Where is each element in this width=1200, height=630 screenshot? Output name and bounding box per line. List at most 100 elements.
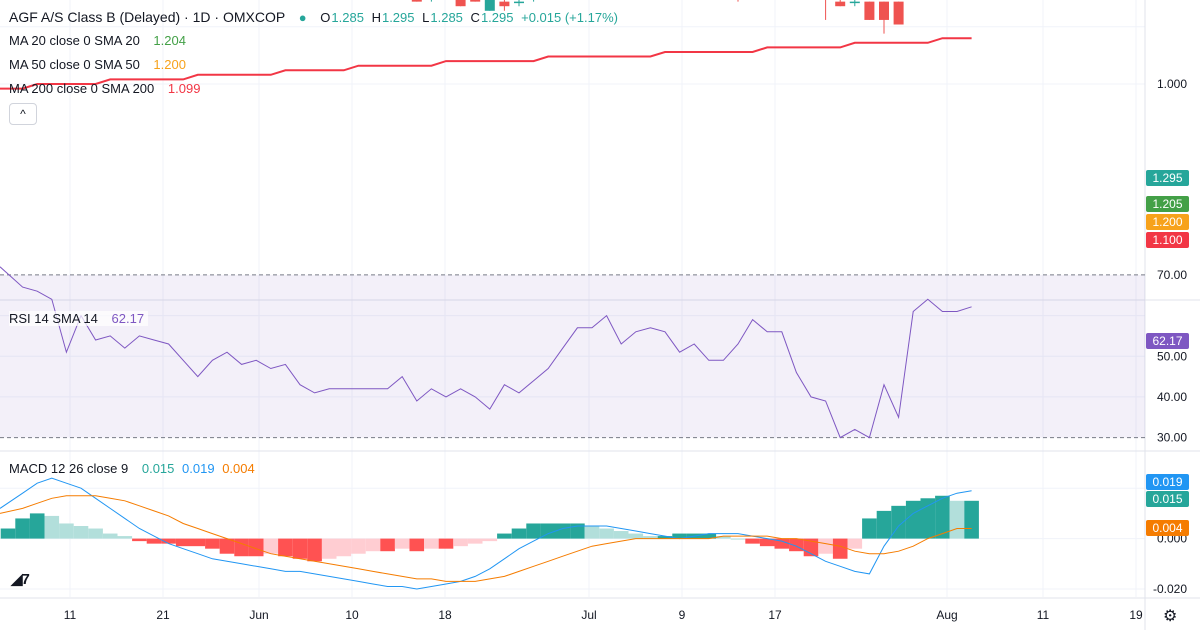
candle-body	[411, 0, 422, 2]
price-tick-label: 1.000	[1157, 77, 1187, 91]
macd-histogram-bar	[613, 531, 629, 539]
macd-histogram-bar	[628, 533, 644, 539]
rsi-tick-label: 50.00	[1157, 349, 1187, 363]
macd-axis-label: 0.004	[1152, 521, 1182, 535]
ma200-value: 1.099	[167, 81, 201, 96]
macd-histogram-bar	[511, 528, 527, 539]
macd-histogram-bar	[394, 538, 410, 549]
macd-value-line: 0.019	[182, 461, 215, 476]
ma-lines	[0, 37, 972, 90]
rsi-tick-label: 70.00	[1157, 268, 1187, 282]
close-value: 1.295	[480, 10, 514, 25]
macd-legend[interactable]: MACD 12 26 close 9 0.015 0.019 0.004	[9, 461, 259, 476]
price-axis-label-bg	[1146, 232, 1189, 248]
tradingview-logo-icon[interactable]: ◢7	[11, 571, 30, 588]
price-axis-label-bg	[1146, 214, 1189, 230]
macd-histogram-bar	[365, 538, 381, 552]
macd-histogram-bar	[29, 513, 45, 539]
macd-histogram-bar	[234, 538, 249, 557]
ma50-legend[interactable]: MA 50 close 0 SMA 50 1.200	[9, 57, 190, 72]
macd-histogram-bar	[59, 523, 74, 539]
rsi-band	[0, 274, 1145, 439]
gear-icon[interactable]: ⚙	[1163, 608, 1178, 625]
high-value: 1.295	[381, 10, 415, 25]
macd-histogram-bar	[964, 500, 979, 539]
macd-histogram-bar	[0, 528, 16, 539]
price-axis-label: 1.295	[1152, 171, 1182, 185]
collapse-legend-button[interactable]: ^	[9, 103, 37, 125]
macd-histogram-bar	[599, 528, 614, 539]
macd-series	[0, 477, 979, 590]
high-label: H	[371, 10, 381, 25]
macd-histogram-bar	[438, 538, 454, 549]
macd-histogram-bar	[117, 536, 133, 539]
macd-histogram-bar	[657, 536, 673, 539]
time-tick-label: 10	[345, 608, 359, 622]
ma20-legend[interactable]: MA 20 close 0 SMA 20 1.204	[9, 33, 190, 48]
macd-histogram-bar	[905, 500, 921, 539]
ma200-legend[interactable]: MA 200 close 0 SMA 200 1.099	[9, 81, 204, 96]
macd-histogram-bar	[175, 538, 191, 547]
rsi-tick-label: 30.00	[1157, 431, 1187, 445]
macd-histogram-bar	[774, 538, 790, 549]
macd-histogram-bar	[672, 533, 687, 539]
macd-axis-label-bg	[1146, 491, 1189, 507]
rsi-series	[0, 266, 972, 439]
macd-histogram-bar	[745, 538, 760, 544]
rsi-tick-label: 40.00	[1157, 390, 1187, 404]
macd-signal-line	[0, 495, 972, 582]
macd-value-histogram: 0.015	[141, 461, 175, 476]
candle-body	[849, 1, 860, 4]
macd-histogram-bar	[818, 538, 833, 554]
ma50-value: 1.200	[153, 57, 186, 72]
candle-body	[864, 1, 875, 20]
macd-histogram-bar	[44, 515, 60, 539]
candle-body	[470, 0, 481, 2]
time-tick-label: 11	[1037, 608, 1050, 622]
macd-histogram-bar	[716, 536, 731, 539]
price-candles	[411, 0, 904, 34]
price-axis-label-bg	[1146, 196, 1189, 212]
candle-body	[835, 1, 846, 7]
ma20-label: MA 20 close 0 SMA 20	[9, 33, 140, 48]
macd-histogram-bar	[380, 538, 395, 552]
macd-histogram-bar	[497, 533, 512, 539]
macd-histogram-bar	[190, 538, 206, 547]
candle-body	[893, 1, 904, 25]
macd-histogram-bar	[832, 538, 848, 559]
macd-histogram-bar	[759, 538, 775, 547]
axis-price-labels: 1.295 1.205 1.200 1.100 62.17 0.019 0.015 0.004	[1146, 170, 1189, 536]
macd-histogram-bar	[453, 538, 468, 547]
macd-histogram-bar	[584, 526, 600, 539]
macd-histogram-bar	[526, 523, 541, 539]
time-tick-label: Jun	[249, 608, 268, 622]
time-tick-label: Aug	[936, 608, 957, 622]
macd-histogram-bar	[263, 538, 279, 554]
rsi-axis-label-bg	[1146, 333, 1189, 349]
macd-histogram-bar	[161, 538, 176, 544]
price-axis-label: 1.100	[1152, 233, 1182, 247]
macd-histogram-bar	[555, 523, 571, 539]
macd-histogram-bar	[73, 526, 89, 539]
rsi-axis-label: 62.17	[1152, 334, 1182, 348]
macd-histogram-bar	[248, 538, 264, 557]
close-label: C	[470, 10, 480, 25]
rsi-line	[0, 266, 972, 439]
symbol-title: AGF A/S Class B (Delayed) · 1D · OMXCOP	[9, 9, 286, 25]
rsi-band-fill	[0, 274, 1145, 438]
low-label: L	[422, 10, 430, 25]
macd-histogram-bar	[847, 538, 863, 549]
candle-body	[879, 1, 889, 20]
rsi-legend[interactable]: RSI 14 SMA 14 62.17	[9, 311, 149, 326]
macd-histogram-bar	[205, 538, 220, 549]
ma20-value: 1.204	[153, 33, 186, 48]
macd-histogram-bar	[336, 538, 352, 557]
macd-histogram-bar	[730, 538, 746, 540]
macd-histogram-bar	[570, 523, 585, 539]
price-axis-label: 1.205	[1152, 197, 1182, 211]
candle-body	[499, 1, 510, 7]
candle-body	[484, 0, 495, 11]
change-value: +0.015 (+1.17%)	[521, 10, 618, 25]
